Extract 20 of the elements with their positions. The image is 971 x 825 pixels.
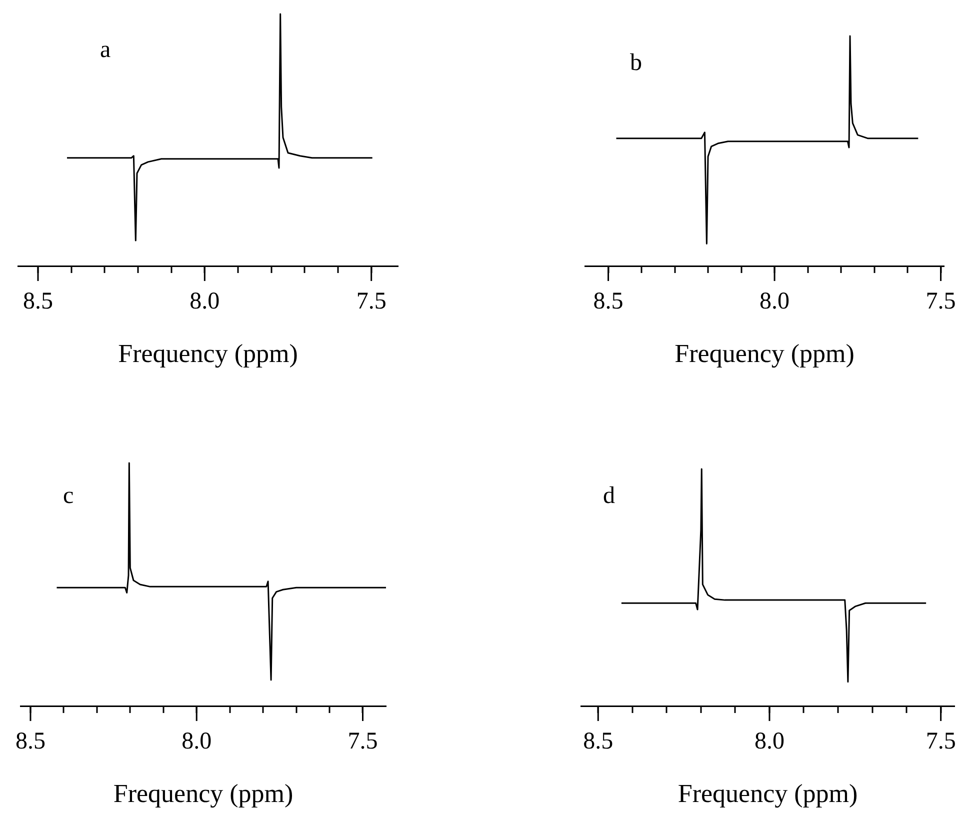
- x-axis-title: Frequency (ppm): [113, 779, 294, 808]
- text: c: [63, 483, 74, 509]
- x-tick-label: 7.5: [348, 728, 378, 755]
- x-tick-label: 7.5: [356, 288, 386, 315]
- x-tick-label: 8.5: [15, 728, 46, 755]
- text: b: [630, 50, 642, 76]
- text: a: [100, 37, 111, 63]
- text: d: [603, 483, 615, 509]
- x-tick-label: 8.0: [754, 728, 784, 755]
- x-tick-label: 8.5: [593, 288, 624, 315]
- x-tick-label: 8.5: [23, 288, 53, 315]
- x-tick-label: 8.0: [182, 728, 212, 755]
- x-tick-label: 8.0: [190, 288, 220, 315]
- x-tick-label: 7.5: [926, 728, 956, 755]
- x-axis-title: Frequency (ppm): [678, 779, 858, 808]
- x-axis-title: Frequency (ppm): [118, 339, 298, 368]
- x-axis-title: Frequency (ppm): [674, 339, 854, 368]
- x-tick-label: 7.5: [926, 288, 956, 315]
- x-tick-label: 8.5: [583, 728, 614, 755]
- x-tick-label: 8.0: [760, 288, 790, 315]
